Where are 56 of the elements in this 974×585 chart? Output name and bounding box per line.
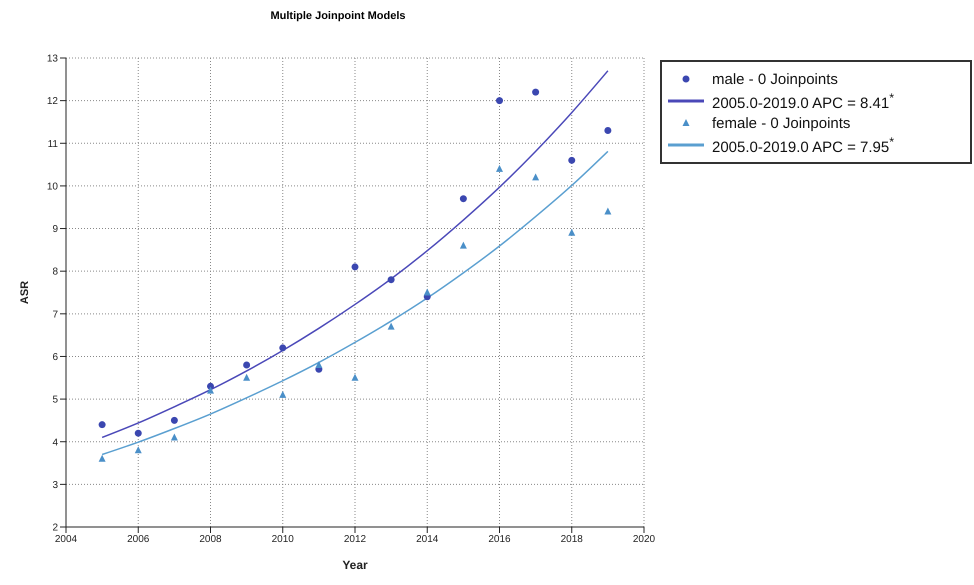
point [98,454,106,462]
point [604,207,612,214]
point [170,416,178,424]
y-tick-label: 6 [52,352,58,364]
point [424,288,431,296]
point [243,361,250,368]
point [568,156,576,164]
y-tick-label: 4 [52,437,58,448]
y-tick-label: 11 [48,138,58,150]
point [352,263,358,270]
legend-label: female - 0 Joinpoints [712,114,850,132]
y-tick-label: 10 [46,181,58,192]
point [315,360,322,368]
x-tick-label: 2018 [560,534,584,546]
point [279,344,286,352]
legend-label: 2005.0-2019.0 APC = 7.95$^{*}$ [712,134,894,156]
legend-label: 2005.0-2019.0 APC = 8.41$^{*}$ [712,90,894,112]
y-axis-title: ASR [18,280,31,304]
x-tick-label: 2006 [127,534,150,546]
y-tick-label: 5 [52,394,58,406]
point [604,126,612,134]
point [279,390,286,398]
line-series [101,70,609,438]
point [460,242,467,249]
x-tick-label: 2012 [344,534,367,546]
y-tick-label: 13 [46,54,58,65]
x-tick-label: 2010 [272,534,294,546]
point [496,97,503,104]
point [207,386,214,394]
point [388,276,395,284]
point [532,88,540,96]
x-tick-label: 2008 [199,534,222,546]
point [134,446,142,454]
chart-title: Multiple Joinpoint Models [269,10,407,22]
x-tick-label: 2004 [54,534,78,546]
point [352,374,358,381]
y-tick-label: 12 [46,96,58,108]
point [568,228,576,236]
y-tick-label: 2 [52,522,58,534]
point [98,421,106,428]
point [532,173,540,180]
point [460,195,467,202]
point [170,433,178,440]
point [134,430,142,437]
y-tick-label: 7 [52,309,58,320]
y-tick-label: 3 [52,480,58,491]
y-tick-label: 8 [52,266,58,278]
point [388,322,395,330]
x-tick-label: 2014 [416,534,439,546]
point [496,164,503,172]
x-tick-label: 2016 [488,534,512,546]
x-axis-title: Year [342,558,368,572]
point [243,374,250,381]
y-tick-label: 9 [52,224,58,236]
x-tick-label: 2020 [632,534,656,546]
legend-label: male - 0 Joinpoints [712,70,838,88]
